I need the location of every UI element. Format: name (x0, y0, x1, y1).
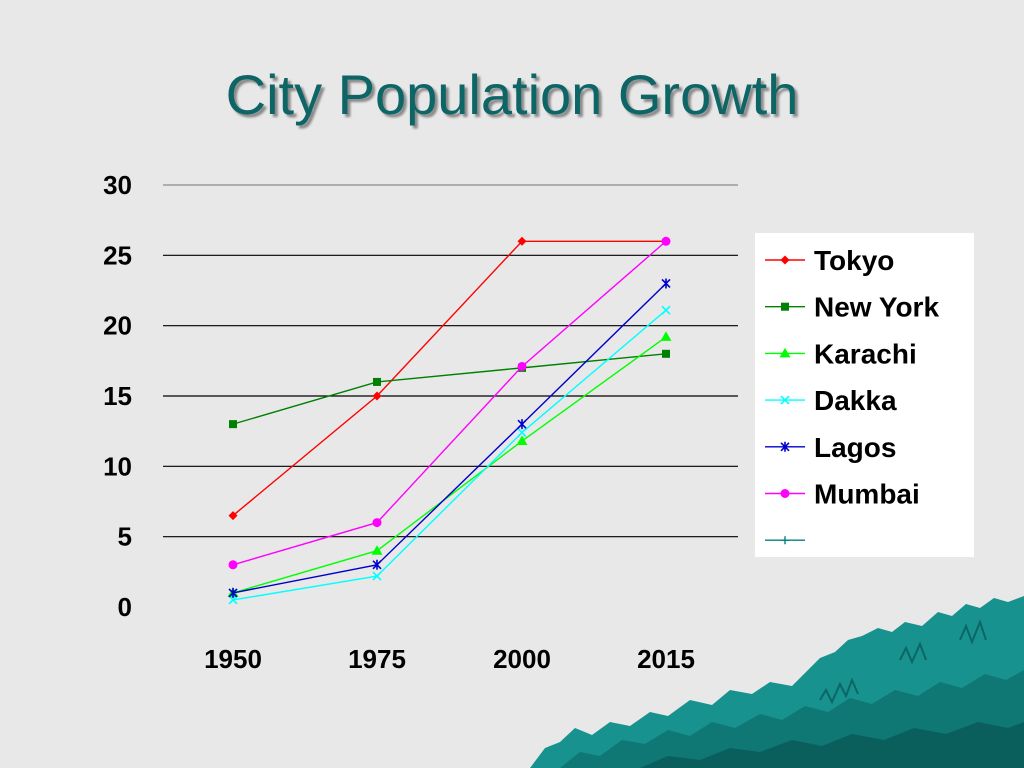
data-point-karachi (660, 331, 672, 341)
legend-item-tokyo: Tokyo (765, 245, 894, 276)
legend-label: Tokyo (814, 245, 894, 276)
data-point-tokyo (372, 391, 382, 401)
legend-marker (779, 347, 791, 358)
series-tokyo (228, 236, 671, 521)
legend-marker (780, 395, 790, 405)
data-point-lagos (228, 587, 238, 598)
y-tick-label: 5 (118, 522, 132, 552)
series-dakka (228, 305, 671, 605)
series-line-lagos (232, 282, 667, 594)
series-line-karachi (232, 336, 667, 594)
legend-marker (780, 441, 790, 452)
x-tick-label: 2000 (493, 644, 551, 674)
data-point-dakka (372, 571, 382, 581)
legend-item-karachi: Karachi (765, 338, 917, 369)
data-point-new-york (662, 349, 670, 358)
legend-label: Mumbai (814, 479, 920, 510)
legend-item-new-york: New York (765, 292, 939, 323)
y-tick-label: 30 (103, 170, 132, 200)
x-tick-label: 1950 (204, 644, 262, 674)
legend-item-dakka: Dakka (765, 385, 897, 416)
legend-label: Lagos (814, 432, 896, 463)
legend-label: Karachi (814, 338, 917, 369)
series-line-mumbai (232, 240, 667, 566)
series-line-dakka (232, 309, 667, 601)
legend-marker (781, 536, 789, 545)
data-point-mumbai (661, 236, 671, 246)
legend-box (755, 233, 974, 557)
data-point-mumbai (517, 361, 527, 371)
data-point-mumbai (372, 518, 382, 528)
data-point-karachi (371, 545, 383, 555)
legend: Tokyo New York Karachi Dakka Lagos Mumbai (755, 233, 974, 557)
y-axis-ticks: 0 5 10 15 20 25 30 (103, 170, 132, 622)
series-new-york (229, 349, 670, 429)
legend-marker (780, 255, 790, 265)
data-point-tokyo (228, 511, 238, 521)
y-tick-label: 25 (103, 240, 132, 270)
data-point-karachi (516, 435, 528, 446)
series-line-tokyo (232, 240, 666, 517)
y-tick-label: 20 (103, 311, 132, 341)
series-lagos (228, 278, 671, 598)
series-layer (227, 236, 672, 605)
data-point-lagos (517, 419, 527, 430)
legend-label: New York (814, 292, 939, 323)
data-point-dakka (661, 305, 671, 315)
y-tick-label: 15 (103, 381, 132, 411)
x-tick-label: 1975 (348, 644, 406, 674)
y-tick-label: 0 (118, 592, 132, 622)
legend-item-mumbai: Mumbai (765, 479, 920, 510)
data-point-lagos (661, 278, 671, 289)
data-point-tokyo (517, 236, 527, 246)
legend-label: Dakka (814, 385, 897, 416)
legend-marker (780, 489, 790, 498)
legend-item-unnamed (765, 536, 805, 545)
legend-marker (781, 302, 789, 311)
x-tick-label: 2015 (637, 644, 695, 674)
teal-cliff-decoration (530, 596, 1024, 768)
series-mumbai (228, 236, 671, 570)
data-point-lagos (372, 559, 382, 570)
gridlines (163, 184, 738, 538)
data-point-new-york (229, 420, 237, 429)
data-point-dakka (228, 595, 238, 605)
data-point-new-york (373, 377, 381, 386)
data-point-dakka (517, 428, 527, 438)
data-point-mumbai (228, 560, 238, 570)
slide-title: City Population Growth (225, 63, 799, 126)
y-tick-label: 10 (103, 451, 132, 481)
x-axis-ticks: 1950 1975 2000 2015 (204, 644, 695, 674)
legend-item-lagos: Lagos (765, 432, 896, 463)
series-line-new-york (232, 353, 667, 425)
